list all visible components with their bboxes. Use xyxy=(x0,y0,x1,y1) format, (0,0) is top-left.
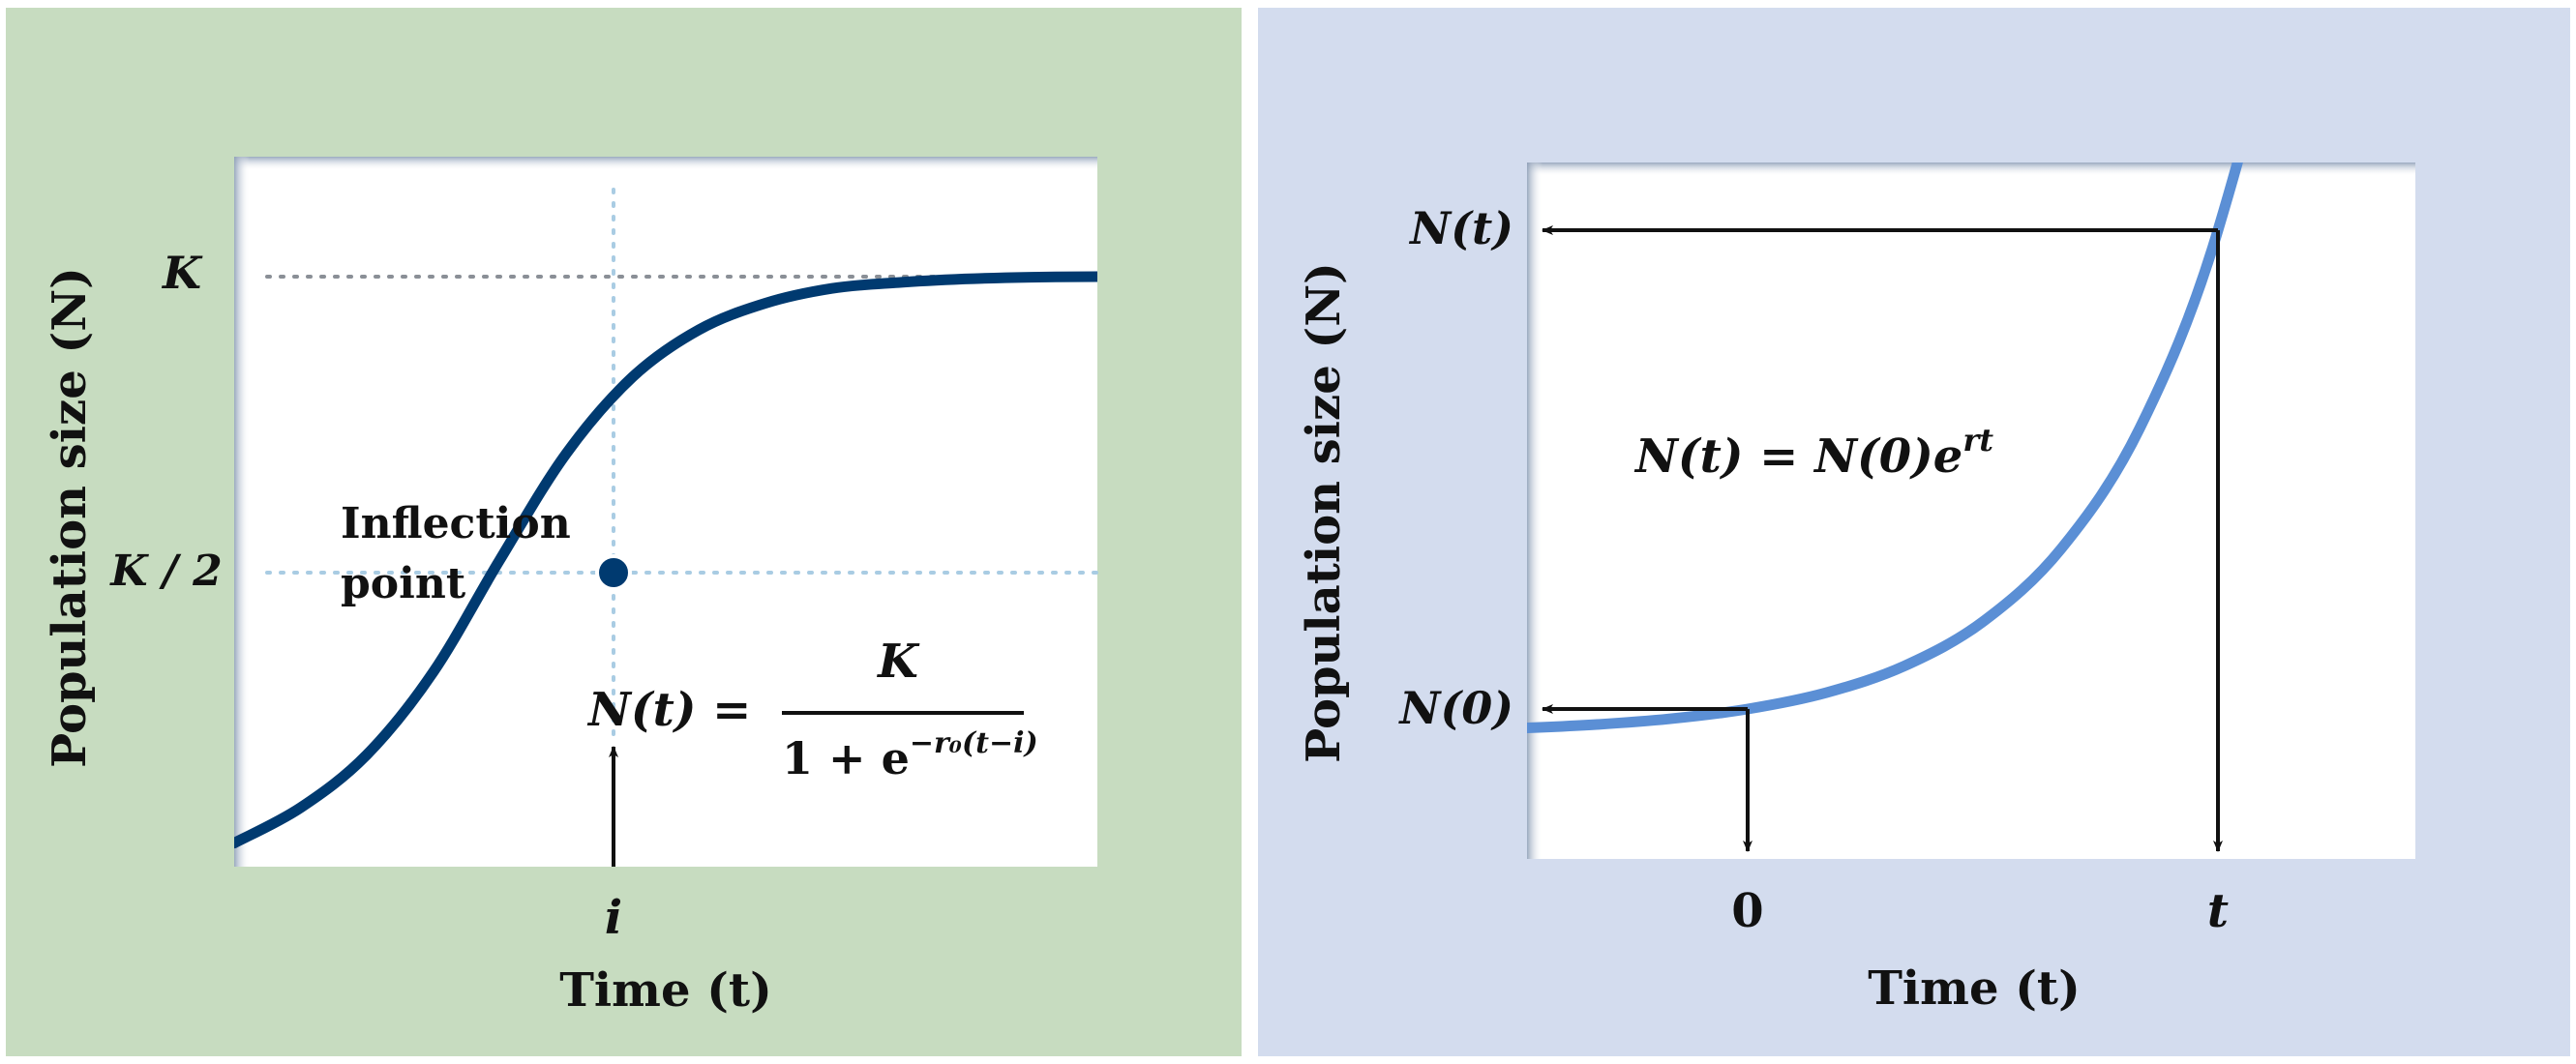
inflection-label-line2: point xyxy=(341,559,466,608)
y-tick-k: K xyxy=(161,247,203,299)
exponential-y-axis-label: Population size (N) xyxy=(1297,262,1351,763)
logistic-formula-numerator: K xyxy=(876,635,920,689)
logistic-y-axis-label: Population size (N) xyxy=(43,267,97,768)
exponential-x-axis-label: Time (t) xyxy=(1868,961,2081,1016)
x-tick-i: i xyxy=(605,891,622,945)
exponential-chart: N(t) N(0) 0 t N(t) = N(0)ert Time (t) Po… xyxy=(1297,163,2415,1016)
logistic-x-axis-label: Time (t) xyxy=(559,963,772,1018)
logistic-formula-lhs: N(t) = xyxy=(586,683,751,737)
exponential-curve xyxy=(1527,163,2243,734)
logistic-formula-denominator: 1 + e−r₀(t−i) xyxy=(782,726,1038,784)
logistic-formula: N(t) = K 1 + e−r₀(t−i) xyxy=(586,635,1038,784)
logistic-curve xyxy=(234,271,1097,849)
exponential-formula: N(t) = N(0)ert xyxy=(1633,422,1993,484)
x-tick-0: 0 xyxy=(1731,884,1763,938)
inflection-label-line1: Inflection xyxy=(341,499,571,548)
y-tick-n0: N(0) xyxy=(1397,682,1513,734)
exponential-plot-area xyxy=(1527,163,2415,859)
logistic-chart: K K / 2 i Inflection point N(t) = K 1 + … xyxy=(43,157,1099,1018)
x-tick-t: t xyxy=(2207,884,2229,938)
y-tick-nt: N(t) xyxy=(1408,202,1513,254)
inflection-point-marker xyxy=(595,554,632,591)
y-tick-k-half: K / 2 xyxy=(108,547,223,596)
